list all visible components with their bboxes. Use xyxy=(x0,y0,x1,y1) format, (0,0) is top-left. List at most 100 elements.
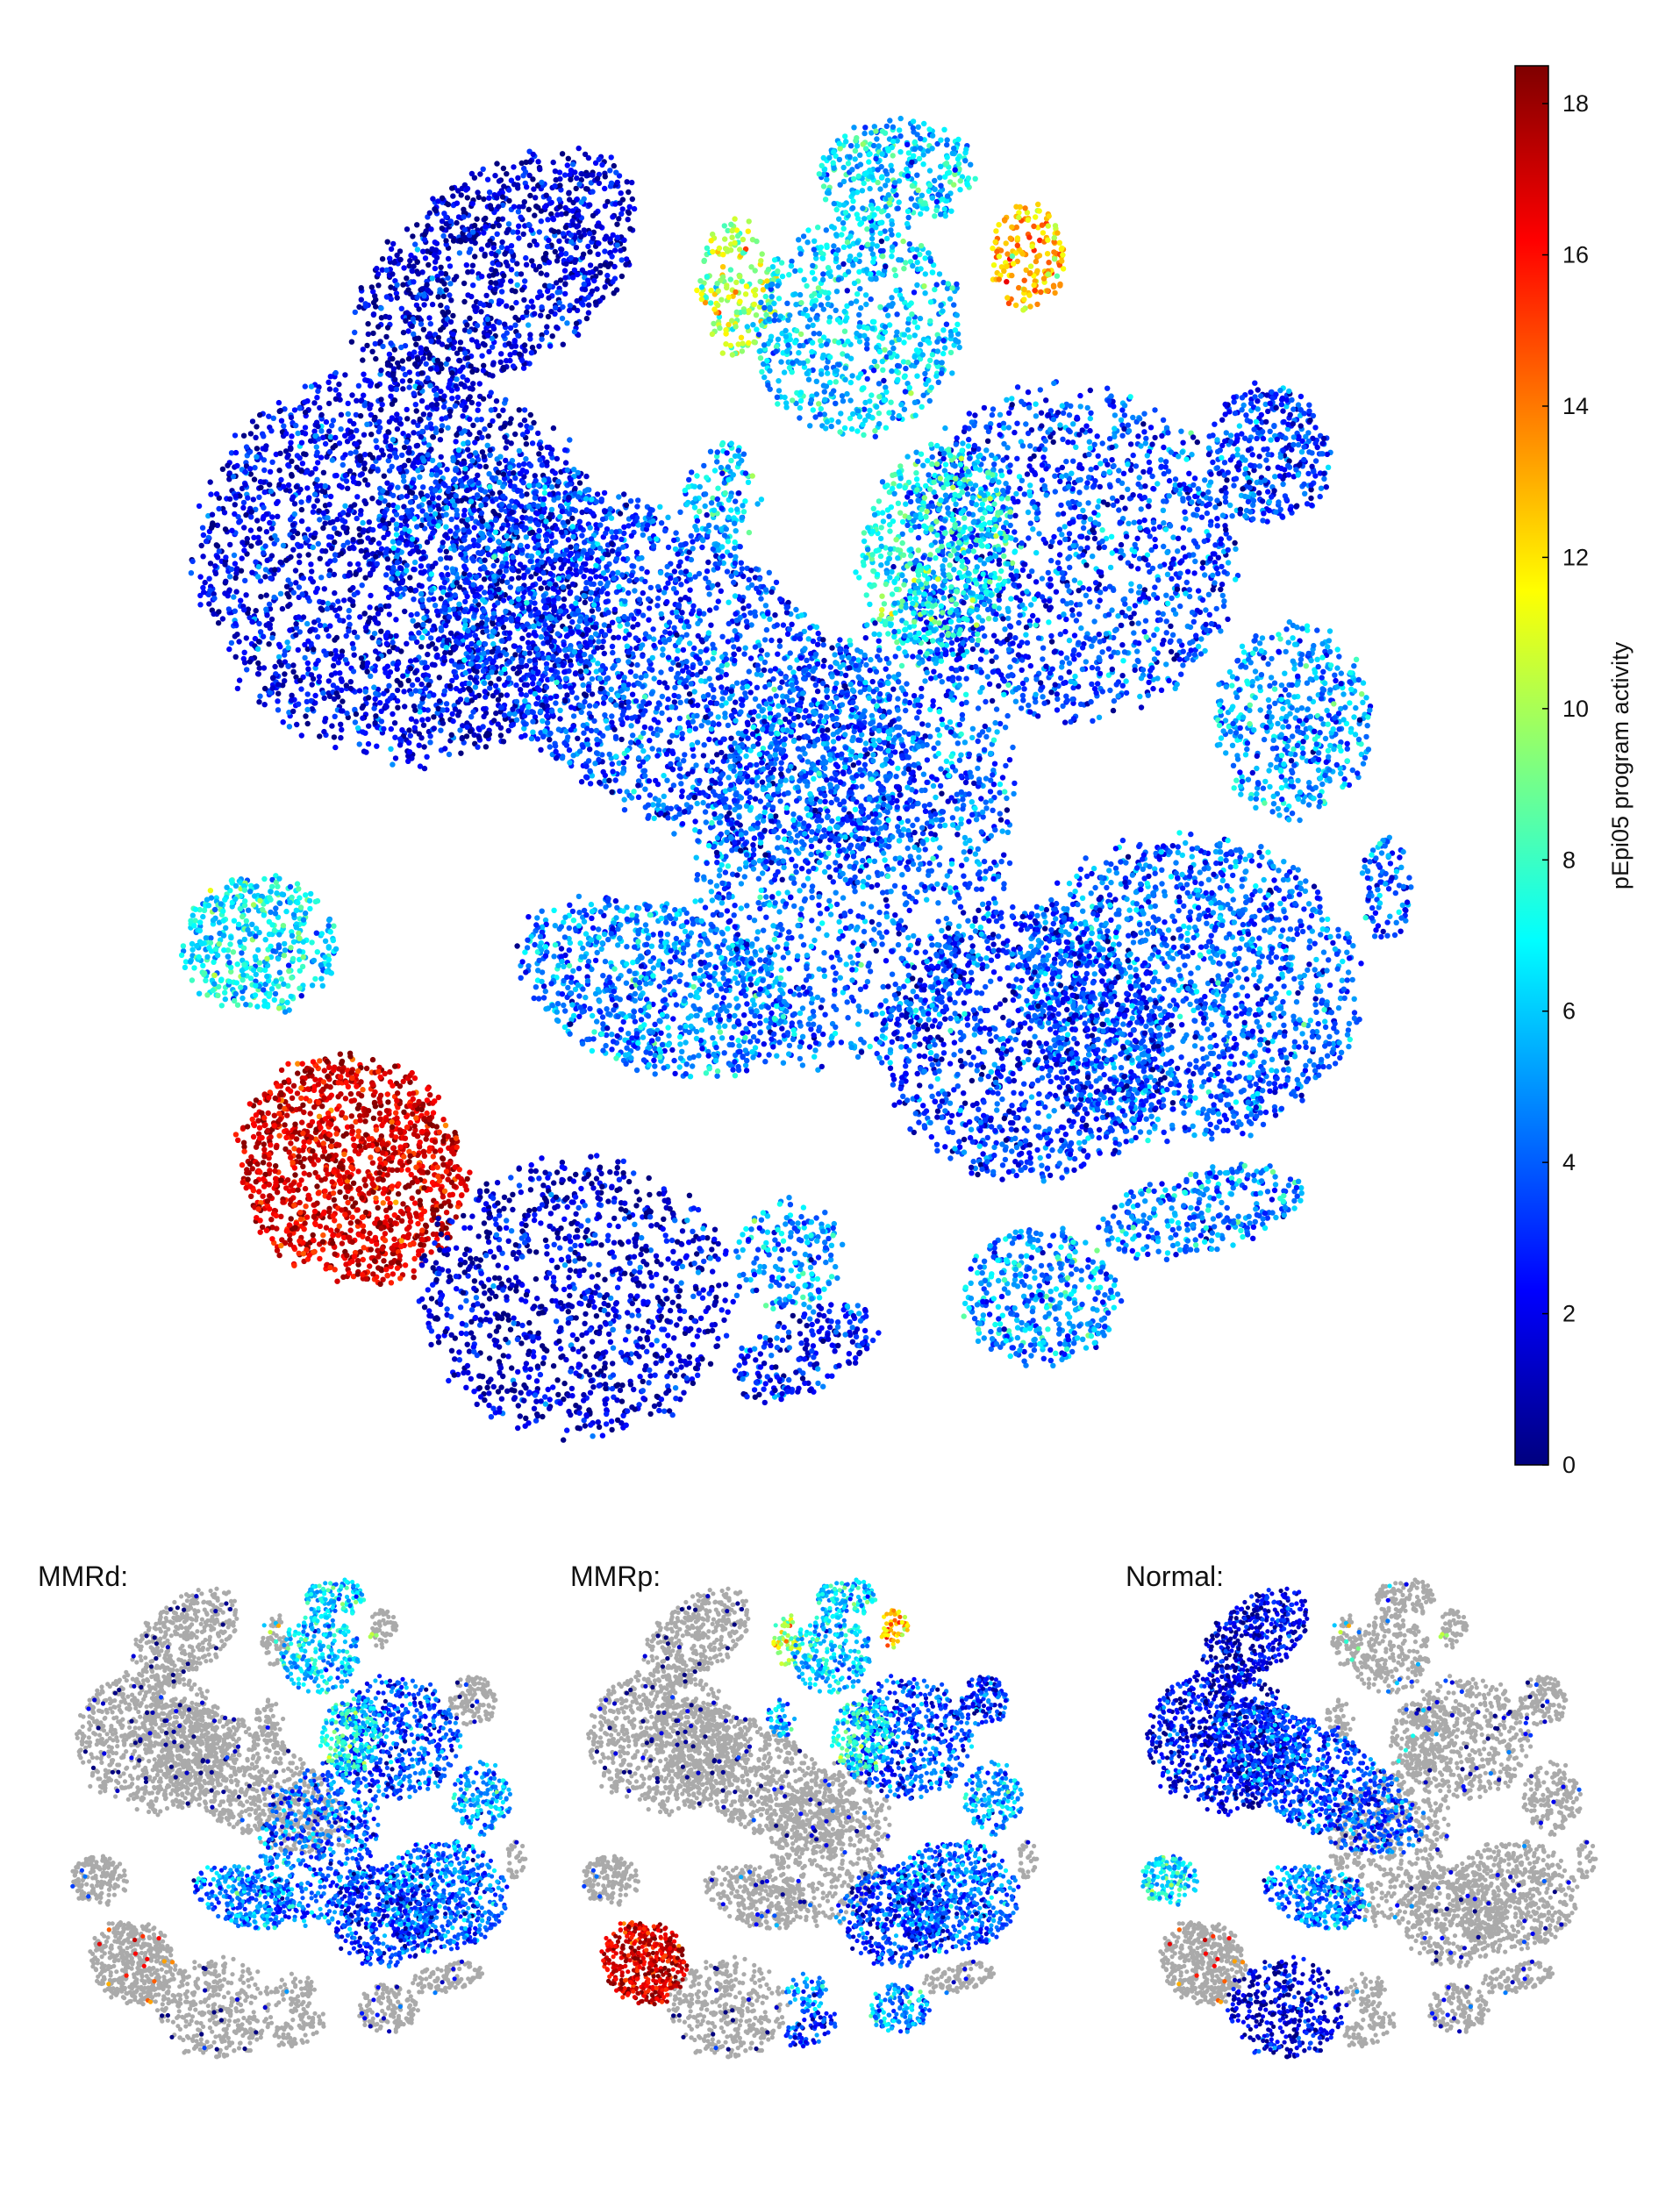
scatter-point xyxy=(451,606,457,612)
scatter-point xyxy=(411,331,417,337)
scatter-point xyxy=(449,185,455,191)
scatter-point xyxy=(498,506,504,513)
scatter-point xyxy=(339,550,345,557)
scatter-point xyxy=(570,161,576,168)
scatter-point xyxy=(724,568,731,575)
scatter-point xyxy=(404,406,410,413)
scatter-point xyxy=(215,620,222,626)
scatter-point xyxy=(309,568,315,575)
scatter-point xyxy=(394,504,401,511)
scatter-point xyxy=(525,322,532,328)
scatter-point xyxy=(518,691,525,697)
scatter-point xyxy=(326,568,333,574)
scatter-point xyxy=(308,383,315,389)
scatter-point xyxy=(465,354,471,361)
scatter-point xyxy=(519,287,525,293)
scatter-point xyxy=(406,749,413,755)
scatter-point xyxy=(232,511,238,518)
scatter-point xyxy=(427,366,434,372)
scatter-point xyxy=(300,614,307,620)
scatter-point xyxy=(490,508,497,515)
scatter-point xyxy=(415,622,421,628)
scatter-point xyxy=(347,418,354,425)
scatter-point xyxy=(512,343,519,349)
scatter-point xyxy=(826,864,832,870)
scatter-point xyxy=(254,424,260,430)
scatter-point xyxy=(500,407,506,413)
scatter-point xyxy=(487,685,493,691)
scatter-point xyxy=(711,687,717,693)
scatter-point xyxy=(294,464,300,470)
scatter-point xyxy=(232,654,239,660)
scatter-point xyxy=(361,403,368,409)
scatter-point xyxy=(480,724,486,730)
scatter-point xyxy=(490,344,496,350)
scatter-point xyxy=(254,446,261,452)
scatter-point xyxy=(611,606,618,612)
scatter-point xyxy=(199,525,206,531)
scatter-point xyxy=(317,733,323,739)
scatter-point xyxy=(677,618,684,624)
scatter-point xyxy=(595,251,601,257)
scatter-point xyxy=(463,262,469,268)
scatter-point xyxy=(450,312,456,319)
scatter-point xyxy=(677,542,684,548)
scatter-point xyxy=(425,288,432,294)
scatter-point xyxy=(565,574,572,580)
scatter-point xyxy=(332,434,339,441)
scatter-point xyxy=(482,680,488,686)
scatter-point xyxy=(529,440,536,446)
scatter-point xyxy=(256,699,262,705)
scatter-point xyxy=(406,384,412,390)
scatter-point xyxy=(484,316,490,322)
scatter-point xyxy=(368,402,374,408)
scatter-point xyxy=(791,635,798,641)
scatter-point xyxy=(386,648,393,655)
scatter-point xyxy=(390,761,396,768)
scatter-point xyxy=(550,585,556,591)
scatter-point xyxy=(409,323,415,329)
scatter-point xyxy=(521,342,528,348)
scatter-point xyxy=(570,533,576,539)
scatter-point xyxy=(640,642,646,648)
scatter-point xyxy=(239,539,246,546)
scatter-point xyxy=(219,616,226,622)
scatter-point xyxy=(363,749,369,755)
scatter-point xyxy=(396,539,402,546)
scatter-point xyxy=(832,652,838,658)
scatter-point xyxy=(425,716,432,723)
scatter-point xyxy=(537,289,543,295)
scatter-point xyxy=(563,653,569,659)
scatter-point xyxy=(580,682,586,689)
scatter-point xyxy=(535,503,541,510)
scatter-point xyxy=(317,404,323,411)
scatter-point xyxy=(524,428,531,435)
scatter-point xyxy=(592,631,599,637)
scatter-point xyxy=(544,288,551,295)
scatter-point xyxy=(295,430,301,437)
scatter-point xyxy=(518,214,524,220)
scatter-point xyxy=(467,315,473,321)
scatter-point xyxy=(468,363,474,369)
scatter-point xyxy=(321,695,327,701)
scatter-point xyxy=(365,331,371,338)
scatter-point xyxy=(629,196,635,203)
scatter-point xyxy=(567,196,573,203)
scatter-point xyxy=(247,431,254,437)
scatter-point xyxy=(793,606,799,613)
scatter-point xyxy=(304,706,311,713)
scatter-point xyxy=(391,450,398,456)
scatter-point xyxy=(297,677,304,683)
scatter-point xyxy=(336,440,343,446)
scatter-point xyxy=(465,439,471,446)
scatter-point xyxy=(617,623,623,629)
scatter-point xyxy=(564,320,570,326)
scatter-point xyxy=(313,661,319,668)
scatter-point xyxy=(257,411,263,418)
scatter-point xyxy=(527,332,533,338)
scatter-point xyxy=(339,687,345,693)
scatter-point xyxy=(254,574,261,580)
scatter-point xyxy=(521,296,527,304)
scatter-point xyxy=(504,579,511,585)
scatter-point xyxy=(568,589,574,595)
